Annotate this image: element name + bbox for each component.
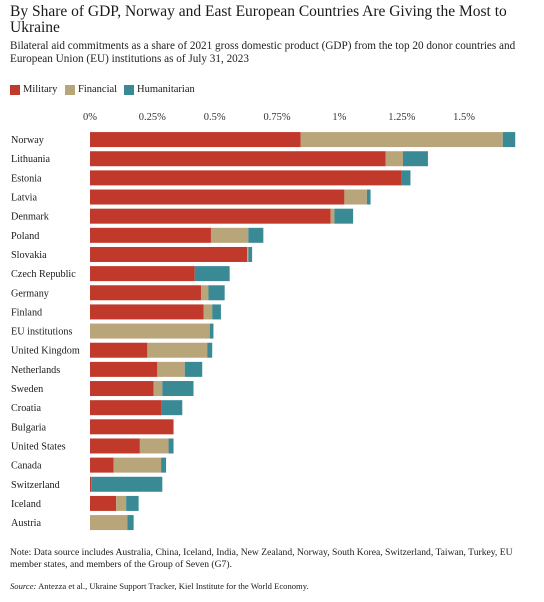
bar-norway-humanitarian — [502, 132, 516, 148]
category-label-sweden: Sweden — [11, 384, 43, 395]
x-tick-label-3: 0.75% — [263, 112, 290, 123]
category-label-poland: Poland — [11, 231, 39, 242]
bar-poland-humanitarian — [248, 227, 264, 243]
bar-germany-military — [90, 285, 201, 301]
bar-germany-financial — [200, 285, 209, 301]
bar-finland-financial — [203, 304, 213, 320]
bar-austria-humanitarian — [127, 515, 134, 531]
category-label-iceland: Iceland — [11, 499, 41, 510]
legend-label-military: Military — [23, 84, 58, 95]
bar-slovakia-military — [90, 246, 248, 262]
bar-denmark-humanitarian — [334, 208, 354, 224]
bar-germany-humanitarian — [208, 285, 225, 301]
category-label-denmark: Denmark — [11, 212, 50, 223]
bar-sweden-military — [90, 381, 154, 397]
chart-note: Note: Data source includes Australia, Ch… — [10, 547, 513, 570]
bar-latvia-military — [90, 189, 345, 205]
bar-netherlands-humanitarian — [184, 361, 203, 377]
legend-swatch-financial — [65, 85, 75, 95]
bar-switzerland-military — [90, 476, 92, 492]
category-label-croatia: Croatia — [11, 403, 41, 414]
chart-source: Source: Antezza et al., Ukraine Support … — [10, 581, 530, 592]
category-label-switzerland: Switzerland — [11, 480, 60, 491]
category-label-eu-institutions: EU institutions — [11, 327, 72, 338]
bar-poland-financial — [210, 227, 249, 243]
bar-canada-military — [90, 457, 114, 473]
bar-lithuania-humanitarian — [402, 151, 428, 167]
bar-slovakia-financial — [247, 246, 249, 262]
bar-denmark-military — [90, 208, 331, 224]
bar-norway-military — [90, 132, 301, 148]
legend-label-financial: Financial — [78, 84, 118, 95]
x-tick-label-5: 1.25% — [388, 112, 415, 123]
category-label-united-states: United States — [11, 441, 66, 452]
category-label-bulgaria: Bulgaria — [11, 422, 47, 433]
bar-sweden-humanitarian — [162, 381, 194, 397]
legend-swatch-military — [10, 85, 20, 95]
bar-united-states-financial — [139, 438, 169, 454]
bar-eu-institutions-humanitarian — [209, 323, 214, 339]
source-text: Antezza et al., Ukraine Support Tracker,… — [36, 581, 309, 591]
x-tick-label-6: 1.5% — [453, 112, 475, 123]
legend-swatch-humanitarian — [124, 85, 134, 95]
bar-united-states-military — [90, 438, 140, 454]
bar-eu-institutions-financial — [90, 323, 210, 339]
category-label-slovakia: Slovakia — [11, 250, 47, 261]
bar-netherlands-military — [90, 361, 158, 377]
bar-austria-financial — [90, 515, 128, 531]
category-label-norway: Norway — [11, 135, 45, 146]
category-label-canada: Canada — [11, 461, 42, 472]
bar-estonia-military — [90, 170, 402, 186]
bar-poland-military — [90, 227, 211, 243]
x-tick-label-2: 0.5% — [204, 112, 226, 123]
bar-latvia-humanitarian — [366, 189, 371, 205]
bar-czech-republic-military — [90, 266, 195, 282]
bar-lithuania-military — [90, 151, 386, 167]
bar-estonia-humanitarian — [401, 170, 411, 186]
bar-denmark-financial — [330, 208, 335, 224]
bar-united-states-humanitarian — [168, 438, 174, 454]
category-label-united-kingdom: United Kingdom — [11, 346, 80, 357]
bar-croatia-humanitarian — [161, 400, 183, 416]
category-label-latvia: Latvia — [11, 193, 37, 204]
bar-switzerland-humanitarian — [91, 476, 163, 492]
category-label-germany: Germany — [11, 288, 50, 299]
bar-iceland-financial — [116, 495, 127, 511]
bar-iceland-military — [90, 495, 117, 511]
bar-sweden-financial — [153, 381, 163, 397]
bar-latvia-financial — [344, 189, 367, 205]
bar-bulgaria-military — [90, 419, 174, 435]
x-tick-label-1: 0.25% — [139, 112, 166, 123]
bar-canada-financial — [113, 457, 162, 473]
bar-iceland-humanitarian — [126, 495, 139, 511]
category-label-czech-republic: Czech Republic — [11, 269, 76, 280]
chart-subtitle: Bilateral aid commitments as a share of … — [10, 40, 516, 65]
bar-slovakia-humanitarian — [248, 246, 253, 262]
category-label-estonia: Estonia — [11, 173, 42, 184]
bar-canada-humanitarian — [161, 457, 167, 473]
category-label-finland: Finland — [11, 307, 42, 318]
bar-croatia-military — [90, 400, 162, 416]
bar-finland-military — [90, 304, 204, 320]
category-label-austria: Austria — [11, 518, 41, 529]
bar-netherlands-financial — [157, 361, 185, 377]
category-label-netherlands: Netherlands — [11, 365, 60, 376]
bar-united-kingdom-humanitarian — [207, 342, 213, 358]
x-tick-label-0: 0% — [83, 112, 97, 123]
chart-title: By Share of GDP, Norway and East Europea… — [10, 3, 507, 36]
bar-finland-humanitarian — [212, 304, 221, 320]
legend-label-humanitarian: Humanitarian — [137, 84, 195, 95]
category-label-lithuania: Lithuania — [11, 154, 51, 165]
bar-united-kingdom-financial — [147, 342, 208, 358]
x-tick-label-4: 1% — [332, 112, 346, 123]
bar-lithuania-financial — [385, 151, 403, 167]
bar-czech-republic-humanitarian — [194, 266, 230, 282]
stacked-bar-chart: 0% 0.25% 0.5% 0.75% 1% 1.25% 1.5% Norway Lithuan… — [11, 112, 516, 531]
source-label: Source: — [10, 581, 37, 591]
bar-united-kingdom-military — [90, 342, 148, 358]
bar-norway-financial — [300, 132, 503, 148]
